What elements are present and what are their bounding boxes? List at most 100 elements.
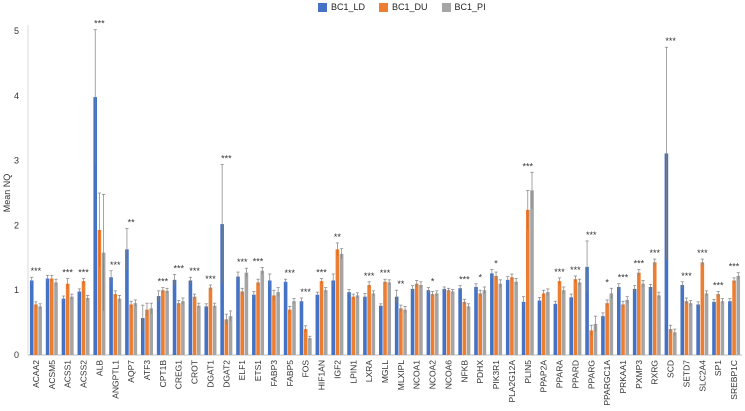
x-tick-label: PIK3R1 [491,360,501,390]
bar [652,262,657,355]
x-tick-label: SCD [666,360,676,378]
x-tick-label: ACSS1 [63,360,73,388]
bar [716,294,720,355]
bar [585,266,589,355]
legend-item-ld: BC1_LD [318,2,365,12]
bar [521,301,526,355]
y-tick-label: 3 [14,156,19,166]
x-tick-label: FOS [301,360,311,378]
legend: BC1_LD BC1_DU BC1_PI [318,2,486,12]
x-tick-label: CROT [190,360,200,384]
bar [526,209,530,355]
significance-label: *** [31,266,42,276]
x-tick-label: PDHX [475,360,485,384]
bar [256,282,260,355]
significance-label: *** [78,268,89,278]
significance-label: * [431,277,435,287]
bar [252,294,256,355]
bar [351,296,356,355]
bar [490,273,494,355]
bar [712,301,716,355]
bar [331,280,335,355]
bar [176,303,181,355]
significance-label: *** [237,257,248,267]
bar [700,262,705,355]
bar [383,281,387,355]
bar [442,288,447,355]
legend-label-pi: BC1_PI [454,2,486,12]
x-tick-label: SP1 [713,360,723,376]
bar [319,281,324,355]
x-tick-label: AQP7 [126,360,136,383]
bar [387,282,391,355]
x-tick-label: FABP3 [269,360,279,387]
legend-label-du: BC1_DU [392,2,428,12]
bar [561,290,566,355]
bar [288,309,292,355]
significance-label: *** [554,267,565,277]
significance-label: ** [334,232,342,242]
bar [34,304,38,355]
x-tick-label: PPARA [555,360,565,389]
bar [236,276,240,355]
bar [601,316,605,355]
bar [197,305,201,355]
significance-label: *** [62,268,73,278]
bar [129,304,133,355]
bar [569,297,573,355]
bar [593,323,598,355]
bar [557,281,562,355]
x-tick-label: HIF1AN [317,360,327,390]
legend-swatch-pi [441,2,451,12]
bar [292,301,296,355]
bar [181,301,185,355]
bar [609,293,614,355]
bar [50,278,54,355]
significance-label: *** [523,161,534,171]
bar [244,272,249,355]
bar [335,249,340,355]
bar [668,329,673,355]
bar [85,297,90,355]
y-tick-label: 0 [14,350,19,360]
bar [38,306,42,355]
x-tick-label: ACSS2 [79,360,89,388]
significance-label: ** [397,279,405,289]
bar [299,301,304,355]
bar [478,293,482,355]
bar [466,306,471,355]
significance-label: *** [729,262,740,272]
y-axis-title: Mean NQ [2,174,12,213]
significance-label: * [478,273,482,283]
bar [240,291,244,355]
bar [303,329,308,355]
x-tick-label: CPT1B [158,360,168,388]
bar [224,319,229,355]
significance-label: * [605,277,609,287]
x-tick-label: PXMP3 [634,360,644,389]
x-tick-label: ACAA2 [31,360,41,388]
significance-label: *** [570,265,581,275]
bar [577,282,582,355]
bar [435,293,439,355]
bar [537,300,542,355]
bar [514,281,518,355]
bar [696,304,700,355]
bar [363,296,367,355]
bar [109,277,113,355]
bar [371,293,376,355]
bar [283,281,288,355]
x-tick-label: DGAT2 [221,360,231,388]
bar [720,301,725,355]
significance-label: *** [300,287,311,297]
bar [45,278,50,355]
bar [267,280,272,355]
bar [546,292,550,355]
bar [426,290,431,355]
legend-item-pi: BC1_PI [441,2,486,12]
bar [367,285,371,355]
x-tick-label: MLXIPL [396,360,406,391]
bar [65,283,70,355]
x-tick-label: PLIN5 [523,360,533,384]
x-tick-label: SREBP1C [729,360,739,400]
